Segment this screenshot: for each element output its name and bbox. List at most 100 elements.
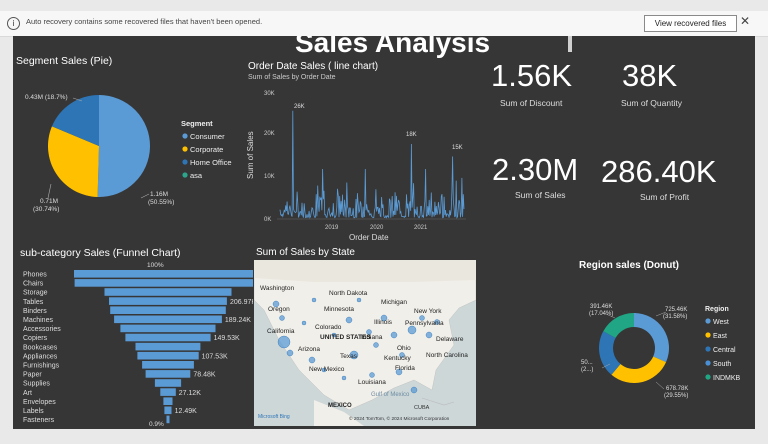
donut-label-east-pct: (29.55%) <box>664 393 688 399</box>
svg-text:New Mexico: New Mexico <box>309 366 345 373</box>
svg-text:UNITED STATES: UNITED STATES <box>320 334 371 341</box>
legend-dot-central <box>705 346 711 352</box>
legend-indmkb: INDMKB <box>713 375 741 382</box>
legend-asa: asa <box>190 171 203 180</box>
funnel-label-bookcases: Bookcases <box>23 344 58 351</box>
funnel-value-appliances: 107.53K <box>202 353 228 360</box>
line-chart-title: Order Date Sales ( line chart) <box>248 61 379 72</box>
map-copyright: © 2024 TomTom, © 2024 Microsoft Corporat… <box>349 415 450 422</box>
recovery-notification-bar: i Auto recovery contains some recovered … <box>0 11 768 37</box>
card-quantity-label: Sum of Quantity <box>621 98 682 108</box>
funnel-bottom-pct: 0.9% <box>149 421 164 428</box>
funnel-label-paper: Paper <box>23 372 42 379</box>
svg-text:Arizona: Arizona <box>298 346 320 353</box>
donut-slice-west <box>634 313 669 363</box>
map-bubble <box>279 315 285 321</box>
funnel-value-copiers: 149.53K <box>214 335 240 342</box>
line-x-axis-label: Order Date <box>349 233 389 242</box>
donut-label-south-pct: (17.04%) <box>589 311 613 317</box>
pie-label-consumer-value: 1.16M <box>150 191 168 198</box>
view-recovered-files-button[interactable]: View recovered files <box>644 15 737 32</box>
sales-by-state-map[interactable]: Washington North Dakota Michigan Oregon … <box>254 260 476 426</box>
sales-line-series <box>279 110 465 219</box>
close-icon[interactable]: ✕ <box>740 14 751 28</box>
line-xtick-2020: 2020 <box>370 225 384 231</box>
funnel-label-copiers: Copiers <box>23 335 48 342</box>
map-bubble <box>419 315 425 321</box>
pie-slice-corporate <box>47 126 99 197</box>
svg-text:Ohio: Ohio <box>397 345 411 352</box>
funnel-bar-supplies <box>154 379 182 387</box>
card-discount-label: Sum of Discount <box>500 98 563 108</box>
funnel-bar-paper <box>145 370 191 378</box>
svg-text:CUBA: CUBA <box>414 405 430 411</box>
card-profit-label: Sum of Profit <box>640 192 690 202</box>
map-bubble <box>331 332 337 338</box>
map-bubble <box>434 319 440 325</box>
funnel-label-binders: Binders <box>23 308 47 315</box>
funnel-bar-art <box>160 388 176 396</box>
legend-central: Central <box>713 347 736 354</box>
region-donut-chart[interactable]: 391.46K (17.04%) 725.46K (31.58%) 50... … <box>568 292 755 429</box>
svg-text:Washington: Washington <box>260 285 294 292</box>
map-title: Sum of Sales by State <box>256 247 355 258</box>
svg-text:Florida: Florida <box>395 365 415 372</box>
funnel-label-tables: Tables <box>23 299 44 306</box>
svg-text:Minnesota: Minnesota <box>324 306 354 313</box>
donut-title: Region sales (Donut) <box>579 260 680 271</box>
info-icon: i <box>7 17 20 30</box>
line-ytick-20k: 20K <box>264 131 275 137</box>
funnel-label-supplies: Supplies <box>23 381 50 388</box>
funnel-bar-labels <box>164 406 172 415</box>
svg-text:Michigan: Michigan <box>381 299 407 306</box>
line-ytick-30k: 30K <box>264 91 275 97</box>
funnel-bar-chairs <box>74 279 253 287</box>
card-quantity-value: 38K <box>622 58 678 93</box>
legend-corporate: Corporate <box>190 145 223 154</box>
map-bubble <box>321 367 327 373</box>
funnel-label-art: Art <box>23 390 32 397</box>
svg-text:Kentucky: Kentucky <box>384 355 411 362</box>
funnel-top-pct: 100% <box>147 262 164 269</box>
funnel-bar-machines <box>114 315 222 324</box>
funnel-bar-furnishings <box>142 361 194 369</box>
map-bubble <box>373 342 379 348</box>
map-bubble <box>301 320 307 326</box>
map-bubble <box>407 325 417 335</box>
funnel-bar-phones <box>74 270 253 278</box>
card-sales-label: Sum of Sales <box>515 190 566 200</box>
svg-text:California: California <box>267 328 295 335</box>
map-bubble <box>380 314 388 322</box>
map-bubble <box>425 331 433 339</box>
donut-label-west-value: 725.46K <box>665 307 687 313</box>
map-bubble <box>410 386 418 394</box>
map-bubble <box>272 300 280 308</box>
funnel-bar-copiers <box>125 333 211 342</box>
segment-pie-chart[interactable]: 0.43M (18.7%) 0.71M (30.74%) 1.16M (50.5… <box>13 76 253 226</box>
svg-text:Illinois: Illinois <box>374 319 393 326</box>
svg-text:New York: New York <box>414 308 442 315</box>
funnel-label-accessories: Accessories <box>23 326 61 333</box>
funnel-label-labels: Labels <box>23 408 44 415</box>
legend-dot-consumer <box>182 133 188 139</box>
funnel-bar-tables <box>109 297 227 305</box>
funnel-bar-appliances <box>137 351 199 360</box>
funnel-label-fasteners: Fasteners <box>23 417 55 424</box>
subcategory-funnel-chart[interactable]: 100% 0.9% Phones Chairs Storage Tables Binde… <box>13 258 253 429</box>
card-profit-value: 286.40K <box>601 154 717 189</box>
donut-slice-east <box>611 356 667 383</box>
order-date-line-chart[interactable]: Sum of Sales 30K 20K 10K 0K 26K 18K 15K … <box>242 84 472 244</box>
funnel-bar-storage <box>104 288 232 296</box>
map-bubble <box>369 372 375 378</box>
legend-east: East <box>713 333 727 340</box>
funnel-value-art: 27.12K <box>179 390 202 397</box>
map-bubble <box>390 331 398 339</box>
legend-dot-asa <box>182 172 188 178</box>
title-divider <box>568 36 572 52</box>
donut-label-east-value: 678.78K <box>666 386 688 392</box>
funnel-value-machines: 189.24K <box>225 317 251 324</box>
pie-slice-home-office <box>51 94 99 146</box>
line-xtick-2019: 2019 <box>325 225 339 231</box>
legend-west: West <box>713 319 729 326</box>
legend-dot-home-office <box>182 159 188 165</box>
